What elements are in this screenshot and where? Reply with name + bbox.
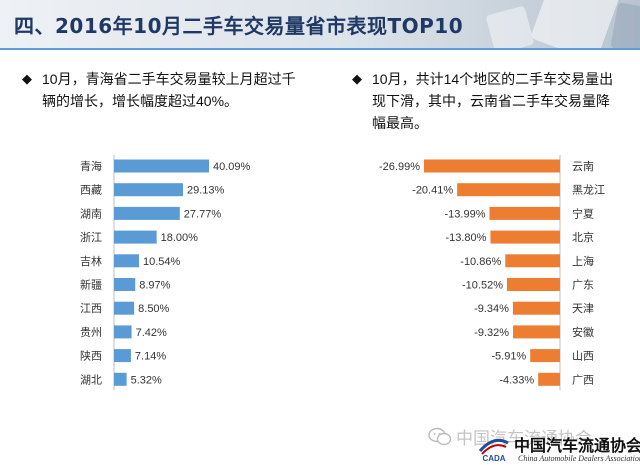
left-category-label: 新疆 — [80, 278, 102, 292]
left-value-label: 27.77% — [184, 208, 222, 220]
right-category-label: 上海 — [572, 254, 594, 268]
organization-name-en: China Automobile Dealers Association — [518, 454, 640, 463]
right-value-label: -4.33% — [499, 374, 534, 386]
right-category-label: 云南 — [572, 160, 594, 173]
left-category-label: 吉林 — [80, 254, 102, 268]
left-category-label: 浙江 — [80, 231, 102, 244]
title-divider — [0, 48, 640, 50]
logo-text: CADA — [482, 454, 505, 463]
left-category-label: 西藏 — [80, 184, 102, 197]
left-bar — [114, 301, 135, 315]
right-value-label: -9.32% — [474, 327, 509, 339]
wechat-icon — [428, 427, 452, 446]
left-bar — [114, 349, 131, 363]
right-category-label: 广东 — [572, 279, 594, 292]
right-bar — [505, 254, 560, 268]
right-category-label: 广西 — [572, 373, 594, 386]
right-value-label: -10.52% — [462, 280, 503, 292]
left-category-label: 贵州 — [80, 326, 102, 339]
right-bar — [489, 206, 560, 220]
left-note: ◆ 10月，青海省二手车交易量较上月超过千辆的增长，增长幅度超过40%。 — [22, 68, 302, 112]
left-bar — [114, 183, 184, 197]
right-bar — [538, 372, 560, 386]
slide-header: 四、2016年10月二手车交易量省市表现TOP10 — [0, 0, 640, 48]
right-category-label: 北京 — [572, 230, 594, 244]
right-value-label: -10.86% — [460, 256, 501, 268]
bullet-icon: ◆ — [22, 71, 32, 86]
right-bar — [530, 349, 560, 363]
left-category-label: 江西 — [80, 302, 102, 315]
left-category-label: 陕西 — [80, 349, 102, 363]
left-value-label: 40.09% — [213, 161, 251, 173]
left-value-label: 8.50% — [138, 303, 169, 315]
right-bar — [513, 325, 560, 339]
left-bar — [114, 206, 180, 220]
left-value-label: 18.00% — [161, 232, 199, 244]
right-category-label: 山西 — [572, 350, 594, 363]
right-value-label: -13.80% — [445, 232, 486, 244]
right-value-label: -5.91% — [491, 351, 526, 363]
right-bar — [512, 301, 560, 315]
left-value-label: 5.32% — [131, 374, 162, 386]
right-category-label: 宁夏 — [572, 206, 594, 220]
right-note-text: 10月，共计14个地区的二手车交易量出现下滑，其中，云南省二手车交易量降幅最高。 — [372, 71, 614, 131]
left-bar — [114, 325, 132, 339]
left-value-label: 10.54% — [143, 256, 181, 268]
footer: 中国汽车流通协会 CADA 中国汽车流通协会 China Automobile … — [418, 418, 640, 465]
right-note: ◆ 10月，共计14个地区的二手车交易量出现下滑，其中，云南省二手车交易量降幅最… — [352, 68, 622, 134]
left-note-text: 10月，青海省二手车交易量较上月超过千辆的增长，增长幅度超过40%。 — [42, 71, 296, 109]
right-bar — [506, 278, 560, 291]
left-value-label: 8.97% — [139, 280, 170, 292]
left-category-label: 湖南 — [80, 207, 102, 220]
right-value-label: -26.99% — [379, 161, 420, 173]
left-value-label: 7.42% — [136, 327, 167, 339]
left-bar — [114, 278, 136, 291]
bullet-icon: ◆ — [352, 71, 362, 86]
right-category-label: 安徽 — [572, 325, 594, 339]
left-bar — [114, 159, 209, 173]
left-value-label: 29.13% — [187, 185, 225, 197]
right-category-label: 天津 — [572, 302, 594, 315]
left-bar — [114, 372, 127, 386]
left-value-label: 7.14% — [135, 351, 166, 363]
left-bar — [114, 230, 157, 244]
right-value-label: -13.99% — [445, 208, 486, 220]
right-value-label: -9.34% — [474, 303, 509, 315]
left-category-label: 湖北 — [80, 373, 102, 386]
right-bar — [424, 159, 560, 173]
right-bar — [457, 183, 560, 197]
right-value-label: -20.41% — [412, 185, 453, 197]
cada-logo: CADA — [478, 438, 509, 463]
organization-name-cn: 中国汽车流通协会 — [514, 436, 640, 455]
right-category-label: 黑龙江 — [572, 184, 605, 197]
left-category-label: 青海 — [80, 159, 102, 173]
right-bar — [490, 230, 560, 244]
left-bar — [114, 254, 139, 268]
slide-title: 四、2016年10月二手车交易量省市表现TOP10 — [14, 14, 464, 38]
